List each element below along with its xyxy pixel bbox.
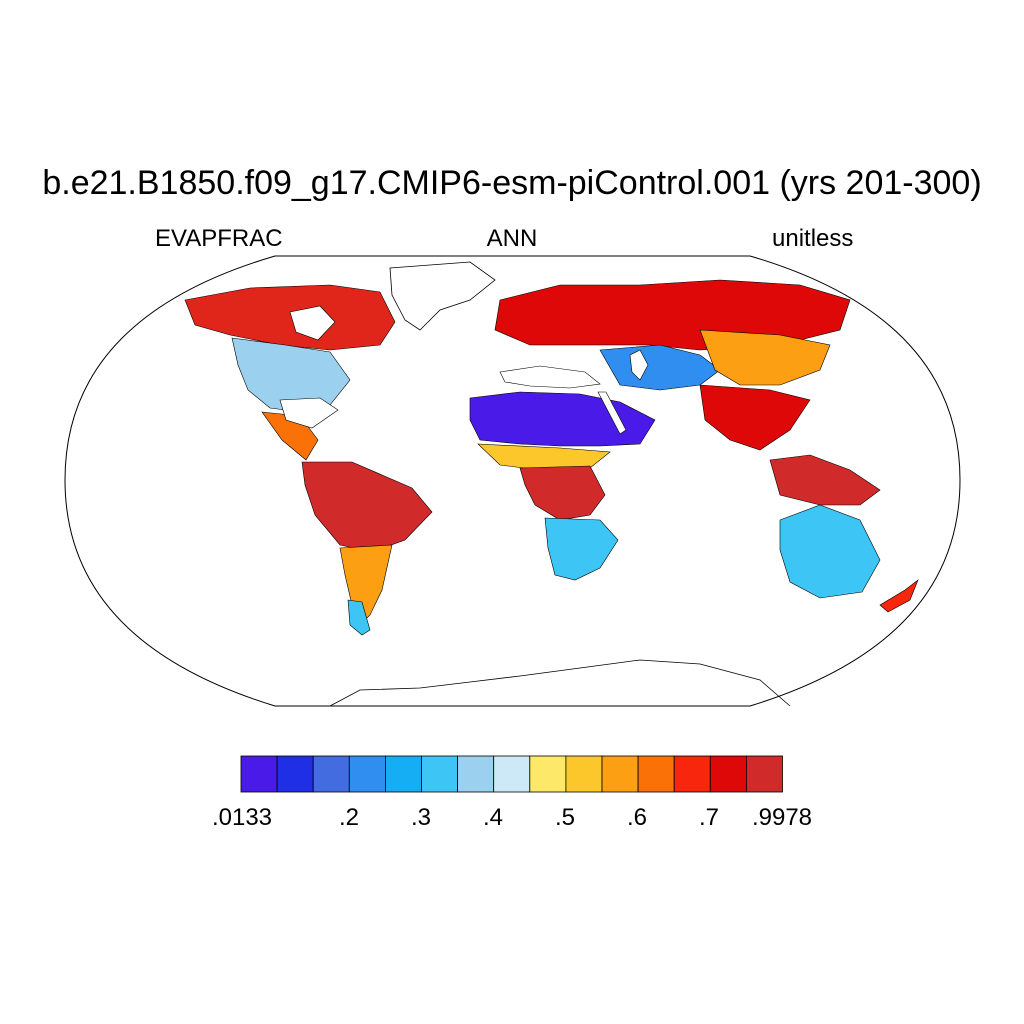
caspian-sea xyxy=(629,349,649,381)
land-region xyxy=(544,517,619,581)
units-label: unitless xyxy=(772,225,854,252)
colorbar-swatch xyxy=(601,755,639,793)
land-region xyxy=(184,284,396,351)
antarctica-outline xyxy=(329,659,791,707)
land-region xyxy=(699,329,831,386)
colorbar-swatch xyxy=(457,755,495,793)
colorbar-swatch xyxy=(709,755,747,793)
colorbar-swatch xyxy=(276,755,314,793)
colorbar-swatch xyxy=(637,755,675,793)
hudson-bay xyxy=(289,305,336,341)
colorbar-label: .0133 xyxy=(211,804,273,831)
colorbar-swatch xyxy=(673,755,711,793)
colorbar-swatch xyxy=(384,755,422,793)
mediterranean-sea xyxy=(499,365,601,389)
colorbar-swatch xyxy=(529,755,567,793)
land-region xyxy=(519,465,606,521)
colorbar-swatch xyxy=(565,755,603,793)
gulf-of-mexico xyxy=(279,397,339,429)
greenland-outline xyxy=(389,261,496,331)
colorbar-swatch xyxy=(746,755,783,793)
colorbar xyxy=(240,755,783,793)
colorbar-swatch xyxy=(421,755,458,793)
colorbar-swatch xyxy=(493,755,531,793)
colorbar-swatch xyxy=(312,755,350,793)
land-region xyxy=(494,279,851,351)
colorbar-label: .3 xyxy=(410,804,432,831)
colorbar-label: .6 xyxy=(626,804,648,831)
land-region xyxy=(769,454,881,506)
colorbar-label: .2 xyxy=(338,804,360,831)
colorbar-label: .5 xyxy=(554,804,576,831)
map-title: b.e21.B1850.f09_g17.CMIP6-esm-piControl.… xyxy=(42,164,982,202)
season-label: ANN xyxy=(486,225,538,252)
variable-name: EVAPFRAC xyxy=(155,225,283,252)
land-region xyxy=(347,599,371,636)
land-region xyxy=(779,504,881,599)
colorbar-swatch xyxy=(240,755,278,793)
red-sea xyxy=(597,391,627,435)
colorbar-swatch xyxy=(348,755,386,793)
colorbar-label: .4 xyxy=(482,804,504,831)
colorbar-label: .9978 xyxy=(751,804,813,831)
colorbar-label: .7 xyxy=(698,804,720,831)
land-region xyxy=(699,384,811,451)
land-region xyxy=(879,579,919,613)
